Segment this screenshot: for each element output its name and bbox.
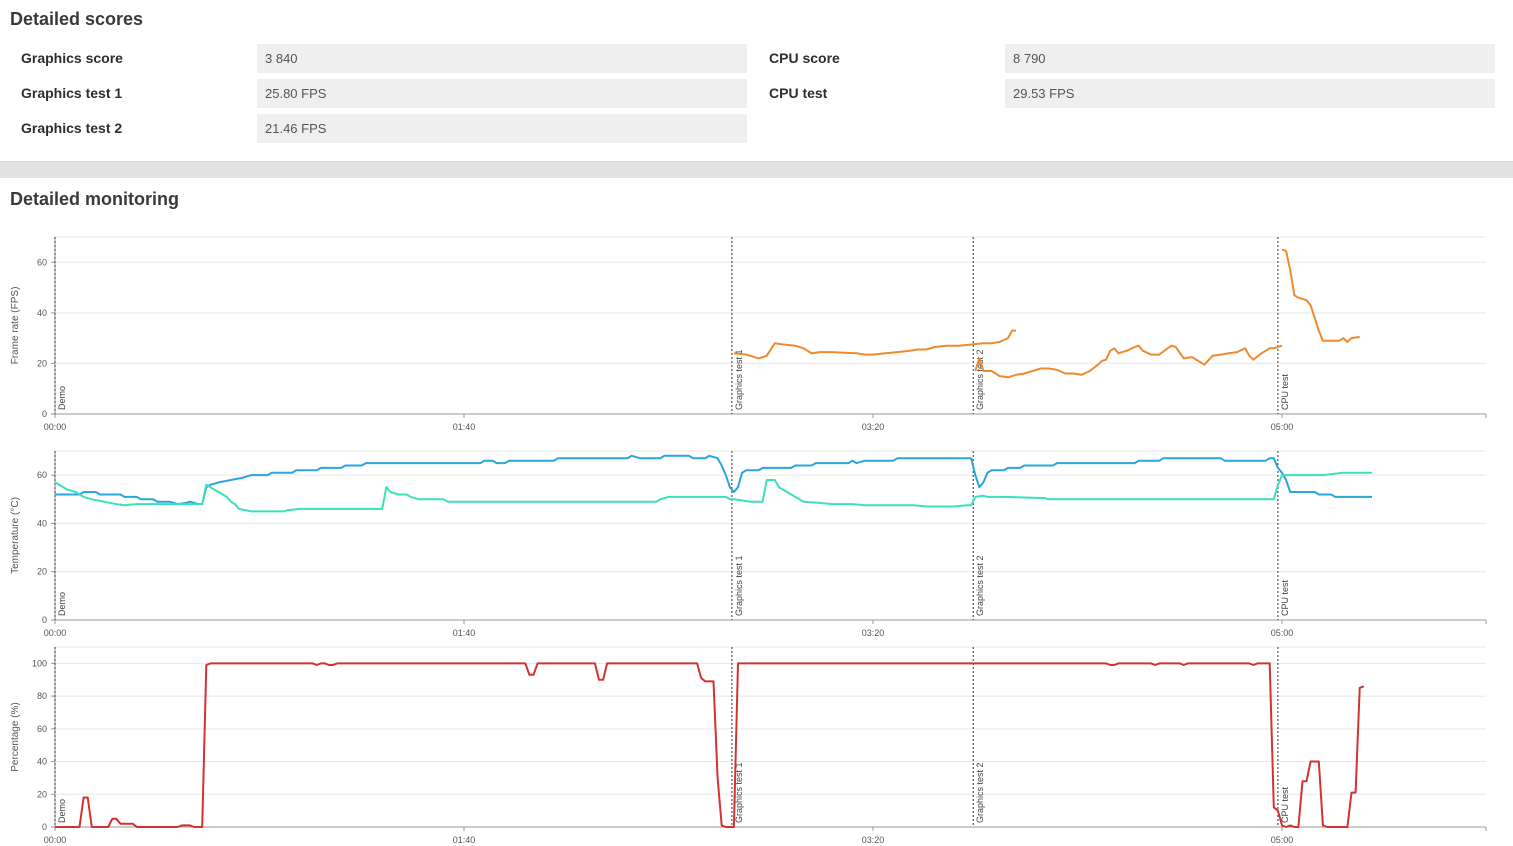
test-marker-label: Graphics test 1 <box>734 555 744 616</box>
test-marker-label: Graphics test 2 <box>975 555 985 616</box>
test-marker-label: Graphics test 2 <box>975 349 985 410</box>
x-tick-label: 01:40 <box>453 835 476 845</box>
y-tick-label: 60 <box>37 257 47 267</box>
y-tick-label: 80 <box>37 691 47 701</box>
graphics-test-1-value: 25.80 FPS <box>257 79 747 108</box>
cpu-score-value: 8 790 <box>1005 44 1495 73</box>
y-axis-label: Temperature (°C) <box>10 497 21 574</box>
test-marker-label: Graphics test 2 <box>975 762 985 823</box>
y-tick-label: 60 <box>37 724 47 734</box>
series-line-framerate <box>974 344 1283 379</box>
y-tick-label: 60 <box>37 470 47 480</box>
y-tick-label: 0 <box>42 615 47 625</box>
series-line-percentage <box>55 662 1365 828</box>
y-tick-label: 40 <box>37 518 47 528</box>
y-tick-label: 0 <box>42 822 47 832</box>
y-tick-label: 20 <box>37 789 47 799</box>
x-tick-label: 00:00 <box>44 835 67 845</box>
series-line-framerate <box>733 329 1017 360</box>
chart-panel-2: 0 20 40 60 80 100 00:00 01:40 03:20 05:00 Percenta… <box>10 646 1487 845</box>
graphics-test-2-label: Graphics test 2 <box>21 120 123 136</box>
series-line-temp_cpu <box>54 471 1372 513</box>
y-tick-label: 100 <box>32 658 47 668</box>
test-marker-label: CPU test <box>1280 579 1290 616</box>
graphics-score-label: Graphics score <box>21 50 123 66</box>
y-tick-label: 40 <box>37 308 47 318</box>
graphics-test-2-value: 21.46 FPS <box>257 114 747 143</box>
test-marker-label: CPU test <box>1280 786 1290 823</box>
cpu-test-label: CPU test <box>769 85 828 101</box>
x-tick-label: 01:40 <box>453 422 476 432</box>
x-tick-label: 05:00 <box>1271 422 1294 432</box>
test-marker-label: Demo <box>57 799 67 823</box>
x-tick-label: 05:00 <box>1271 628 1294 638</box>
chart-panel-0: 0 20 40 60 00:00 01:40 03:20 05:00 Frame rate (F… <box>10 236 1487 432</box>
cpu-score-label: CPU score <box>769 50 840 66</box>
section-divider <box>0 161 1513 178</box>
y-tick-label: 20 <box>37 358 47 368</box>
x-tick-label: 01:40 <box>453 628 476 638</box>
test-marker-label: CPU test <box>1280 373 1290 410</box>
detailed-scores-title: Detailed scores <box>10 9 144 29</box>
graphics-score-value: 3 840 <box>257 44 747 73</box>
test-marker-label: Demo <box>57 592 67 616</box>
x-tick-label: 03:20 <box>862 835 885 845</box>
test-marker-label: Demo <box>57 386 67 410</box>
series-line-framerate <box>1281 248 1360 343</box>
x-tick-label: 00:00 <box>44 628 67 638</box>
y-axis-label: Percentage (%) <box>10 702 21 771</box>
test-marker-label: Graphics test 1 <box>734 762 744 823</box>
detailed-monitoring-title: Detailed monitoring <box>10 189 180 209</box>
x-tick-label: 00:00 <box>44 422 67 432</box>
x-tick-label: 03:20 <box>862 628 885 638</box>
x-tick-label: 05:00 <box>1271 835 1294 845</box>
test-marker-label: Graphics test 1 <box>734 349 744 410</box>
y-tick-label: 20 <box>37 567 47 577</box>
chart-panel-1: 0 20 40 60 00:00 01:40 03:20 05:00 Temperature (… <box>10 450 1487 638</box>
cpu-test-value: 29.53 FPS <box>1005 79 1495 108</box>
y-tick-label: 40 <box>37 757 47 767</box>
y-tick-label: 0 <box>42 409 47 419</box>
y-axis-label: Frame rate (FPS) <box>10 287 21 365</box>
graphics-test-1-label: Graphics test 1 <box>21 85 123 101</box>
x-tick-label: 03:20 <box>862 422 885 432</box>
